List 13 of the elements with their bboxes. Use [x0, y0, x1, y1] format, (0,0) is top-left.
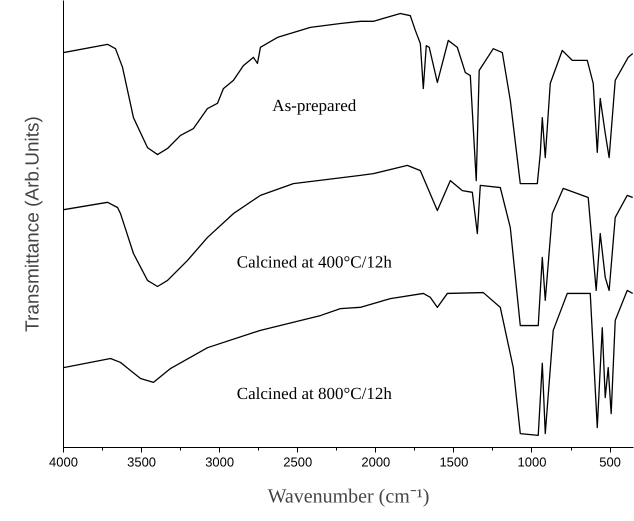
y-axis-title: Transmittance (Arb.Units): [22, 116, 44, 332]
series-label: Calcined at 400°C/12h: [236, 252, 392, 272]
x-tick-label: 2000: [361, 454, 390, 470]
x-axis-title: Wavenumber (cm⁻¹): [268, 486, 430, 508]
x-tick-label: 1500: [439, 454, 468, 470]
text: As-prepared: [272, 96, 357, 116]
x-tick-label: 3000: [205, 454, 234, 470]
x-tick-label: 500: [599, 454, 621, 470]
x-tick-label: 1000: [518, 454, 546, 470]
x-tick-label: 2500: [283, 454, 312, 470]
x-tick-label: 4000: [49, 454, 78, 470]
text: Calcined at 800°C/12h: [236, 384, 392, 404]
x-tick-label: 3500: [127, 454, 156, 470]
